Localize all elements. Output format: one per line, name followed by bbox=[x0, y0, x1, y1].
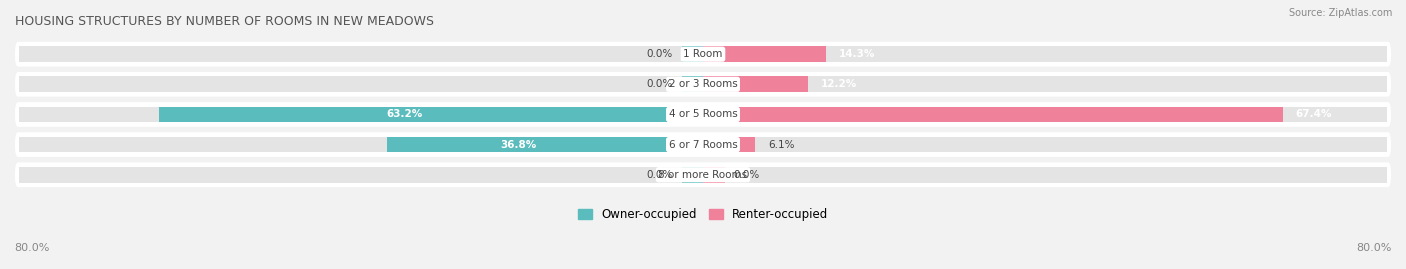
Text: 0.0%: 0.0% bbox=[647, 170, 673, 180]
Bar bbox=[682, 46, 703, 62]
Bar bbox=[703, 167, 1386, 183]
Legend: Owner-occupied, Renter-occupied: Owner-occupied, Renter-occupied bbox=[578, 208, 828, 221]
Text: 0.0%: 0.0% bbox=[647, 79, 673, 89]
Bar bbox=[20, 167, 703, 183]
Bar bbox=[682, 167, 703, 183]
Text: 0.0%: 0.0% bbox=[733, 170, 759, 180]
Bar bbox=[703, 167, 724, 183]
FancyBboxPatch shape bbox=[15, 102, 1391, 127]
Text: 2 or 3 Rooms: 2 or 3 Rooms bbox=[669, 79, 737, 89]
Text: 12.2%: 12.2% bbox=[821, 79, 858, 89]
FancyBboxPatch shape bbox=[15, 132, 1391, 157]
Text: 6.1%: 6.1% bbox=[768, 140, 794, 150]
Bar bbox=[387, 137, 703, 153]
Bar bbox=[159, 107, 703, 122]
Bar bbox=[20, 46, 703, 62]
FancyBboxPatch shape bbox=[15, 42, 1391, 66]
Bar bbox=[20, 107, 703, 122]
Text: 6 or 7 Rooms: 6 or 7 Rooms bbox=[669, 140, 737, 150]
Bar bbox=[703, 137, 1386, 153]
Bar bbox=[703, 46, 825, 62]
Bar bbox=[682, 76, 703, 92]
FancyBboxPatch shape bbox=[15, 162, 1391, 187]
Text: 67.4%: 67.4% bbox=[1295, 109, 1331, 119]
Text: HOUSING STRUCTURES BY NUMBER OF ROOMS IN NEW MEADOWS: HOUSING STRUCTURES BY NUMBER OF ROOMS IN… bbox=[15, 15, 434, 28]
Bar bbox=[20, 76, 703, 92]
Text: 1 Room: 1 Room bbox=[683, 49, 723, 59]
Bar bbox=[703, 76, 1386, 92]
FancyBboxPatch shape bbox=[15, 72, 1391, 97]
Text: Source: ZipAtlas.com: Source: ZipAtlas.com bbox=[1288, 8, 1392, 18]
Bar bbox=[703, 46, 1386, 62]
Text: 0.0%: 0.0% bbox=[647, 49, 673, 59]
Text: 8 or more Rooms: 8 or more Rooms bbox=[658, 170, 748, 180]
Text: 80.0%: 80.0% bbox=[1357, 243, 1392, 253]
Text: 14.3%: 14.3% bbox=[839, 49, 876, 59]
Text: 63.2%: 63.2% bbox=[387, 109, 423, 119]
Bar bbox=[703, 76, 808, 92]
Bar bbox=[703, 107, 1386, 122]
Text: 36.8%: 36.8% bbox=[501, 140, 536, 150]
Text: 80.0%: 80.0% bbox=[14, 243, 49, 253]
Bar bbox=[20, 137, 703, 153]
Bar bbox=[703, 137, 755, 153]
Bar bbox=[703, 107, 1282, 122]
Text: 4 or 5 Rooms: 4 or 5 Rooms bbox=[669, 109, 737, 119]
